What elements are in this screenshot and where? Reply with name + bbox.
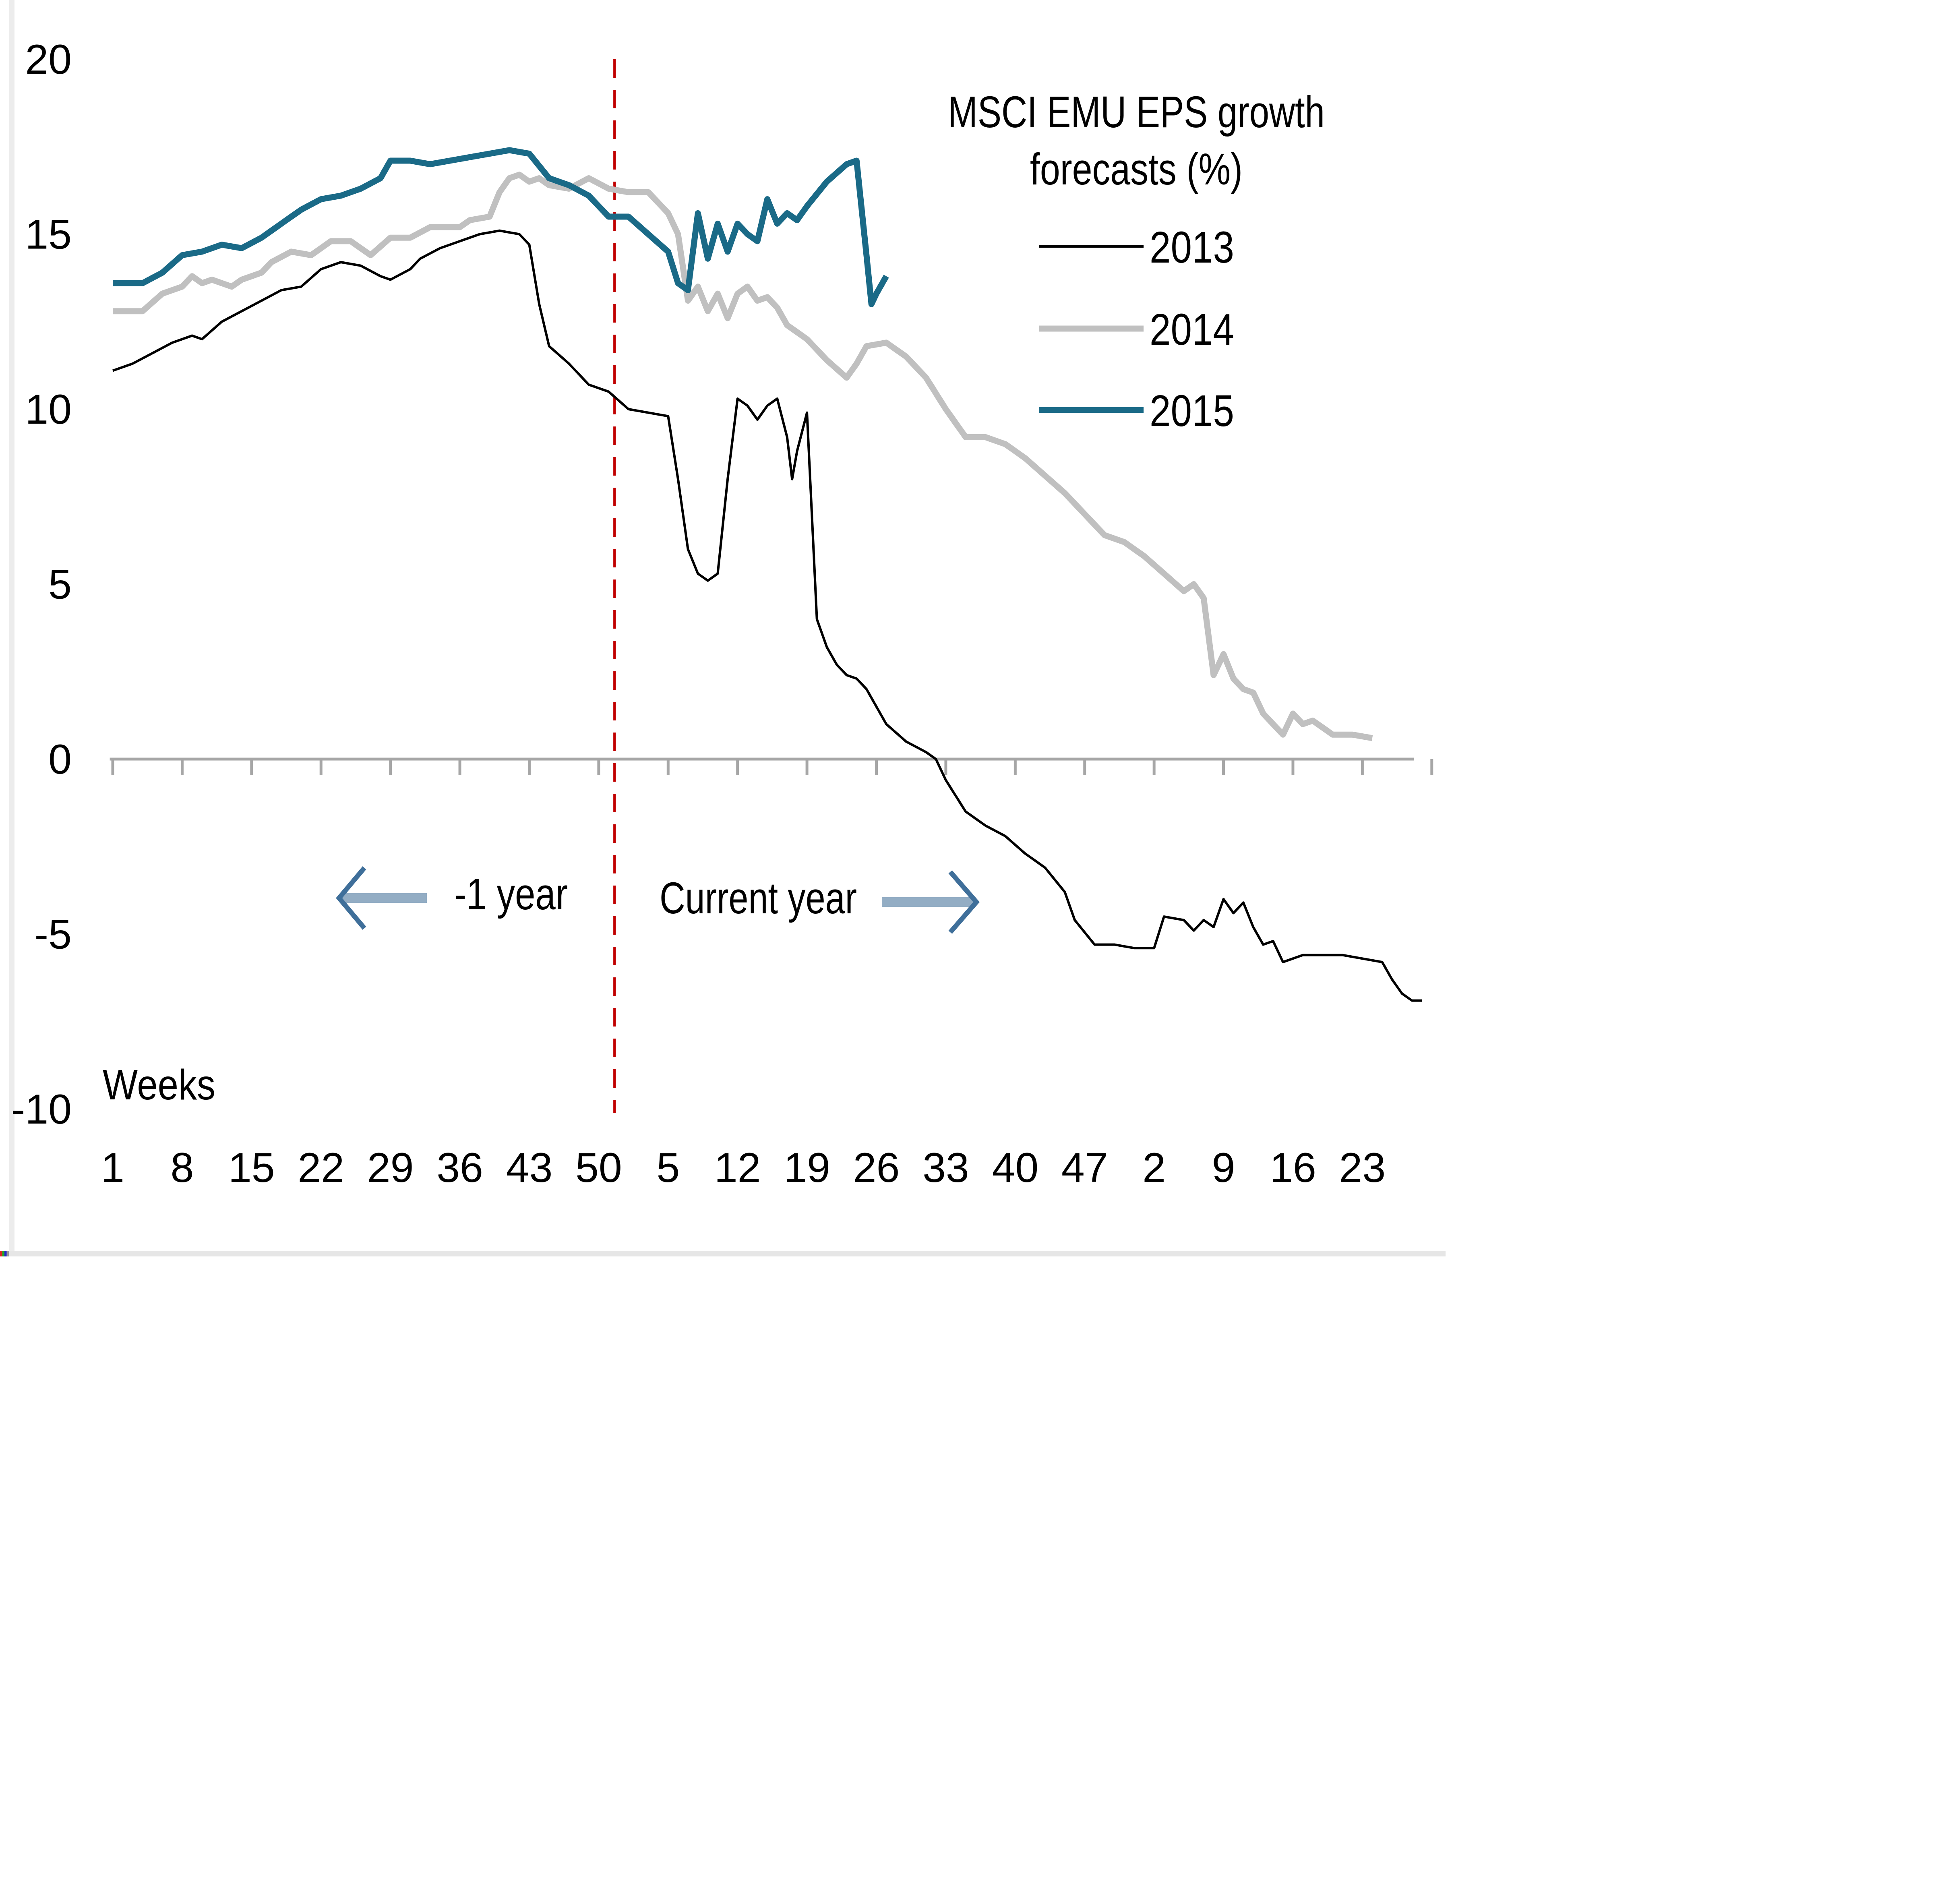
- y-tick-label: 5: [48, 561, 72, 608]
- arrow-left-icon: [336, 866, 427, 930]
- series-line-2014: [113, 172, 1373, 741]
- legend-title-line-2: forecasts (%): [1030, 145, 1243, 194]
- x-tick-label: 43: [506, 1144, 553, 1191]
- x-tick-label: 29: [367, 1144, 414, 1191]
- x-tick-label: 36: [436, 1144, 483, 1191]
- x-tick-label: 50: [575, 1144, 622, 1191]
- y-tick-label: 0: [48, 736, 72, 783]
- arrow-right-icon: [882, 870, 980, 934]
- x-tick-label: 33: [922, 1144, 969, 1191]
- x-tick-label: 22: [298, 1144, 344, 1191]
- x-tick-label: 19: [784, 1144, 830, 1191]
- legend: MSCI EMU EPS growth forecasts (%) 2013 20…: [948, 87, 1325, 436]
- x-tick-label: 26: [853, 1144, 900, 1191]
- legend-label-2014: 2014: [1150, 305, 1234, 354]
- y-tick-label: -10: [11, 1086, 72, 1133]
- x-tick-label: 1: [101, 1144, 124, 1191]
- x-tick-label: 40: [992, 1144, 1038, 1191]
- x-tick-label: 47: [1061, 1144, 1108, 1191]
- y-tick-label: -5: [35, 911, 72, 958]
- x-tick-label: 15: [228, 1144, 275, 1191]
- x-tick-label: 9: [1212, 1144, 1235, 1191]
- x-axis-label: Weeks: [103, 1061, 215, 1109]
- x-tick-label: 23: [1339, 1144, 1386, 1191]
- series-line-2015: [113, 147, 889, 307]
- x-tick-label: 8: [170, 1144, 194, 1191]
- annotation-prev-year-label: -1 year: [454, 869, 568, 919]
- y-axis-tick-labels: 20 15 10 5 0 -5 -10: [11, 36, 72, 1133]
- x-axis-tick-labels: 1 8 15 22 29 36 43 50 5 12 19 26 33 40 47 2 9 16 23: [101, 1144, 1386, 1191]
- x-tick-label: 5: [656, 1144, 680, 1191]
- legend-label-2015: 2015: [1150, 386, 1234, 436]
- y-tick-label: 10: [25, 386, 72, 433]
- frame-left-border: [9, 0, 14, 1255]
- y-tick-label: 15: [25, 211, 72, 258]
- series-lines: [112, 147, 1422, 1002]
- frame-bottom-border: [0, 1251, 1446, 1256]
- series-line-2013: [112, 229, 1422, 1002]
- legend-title-line-1: MSCI EMU EPS growth: [948, 87, 1325, 137]
- x-tick-label: 16: [1270, 1144, 1316, 1191]
- legend-label-2013: 2013: [1150, 223, 1234, 272]
- annotation-prev-year: -1 year: [336, 866, 568, 930]
- frame-corner-marker: [0, 1251, 9, 1256]
- annotation-current-year: Current year: [660, 870, 980, 934]
- x-tick-label: 12: [714, 1144, 761, 1191]
- y-tick-label: 20: [25, 36, 72, 83]
- annotation-current-year-label: Current year: [660, 873, 857, 923]
- x-axis: [110, 757, 1433, 775]
- x-tick-label: 2: [1142, 1144, 1166, 1191]
